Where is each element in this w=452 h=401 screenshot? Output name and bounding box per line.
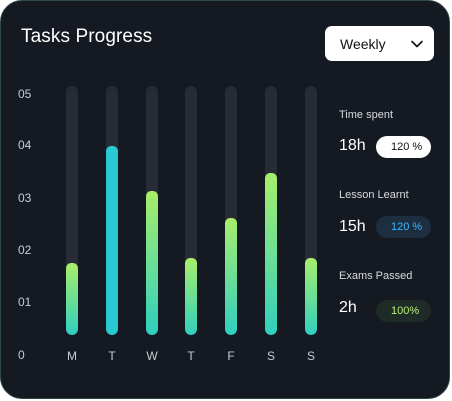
bar-track-wed (146, 86, 158, 335)
period-dropdown[interactable]: Weekly (325, 26, 434, 61)
y-tick-label: 02 (18, 243, 32, 257)
x-tick-label: M (67, 349, 77, 363)
bar-tue[interactable] (106, 146, 118, 335)
bar-sat[interactable] (265, 173, 277, 335)
stat-badge-lesson-learnt: 120 % (376, 216, 431, 238)
y-tick-label: 01 (18, 295, 32, 309)
bar-track-mon (66, 86, 78, 335)
bar-track-tue (106, 86, 118, 335)
stat-label-time-spent: Time spent (339, 109, 394, 121)
bar-wed[interactable] (146, 191, 158, 335)
bar-track-thu (185, 86, 197, 335)
x-tick-label: W (146, 349, 158, 363)
stat-value-time-spent: 18h (339, 137, 366, 154)
x-tick-label: T (187, 349, 195, 363)
stat-label-lesson-learnt: Lesson Learnt (339, 189, 409, 201)
x-tick-label: F (227, 349, 235, 363)
y-tick-label: 04 (18, 138, 32, 152)
card-title: Tasks Progress (21, 26, 153, 47)
bar-sun[interactable] (305, 258, 317, 335)
bar-fri[interactable] (225, 218, 237, 335)
period-dropdown-value: Weekly (340, 35, 386, 52)
y-tick-label: 05 (18, 87, 32, 101)
y-tick-label: 0 (18, 348, 25, 362)
chevron-down-icon (411, 40, 423, 47)
bar-mon[interactable] (66, 263, 78, 335)
stat-badge-exams-passed: 100% (376, 300, 431, 322)
x-tick-label: S (306, 349, 315, 363)
bar-thu[interactable] (185, 258, 197, 335)
bar-track-sat (265, 86, 277, 335)
stat-badge-time-spent: 120 % (376, 136, 431, 158)
x-tick-label: T (108, 349, 116, 363)
stat-label-exams-passed: Exams Passed (339, 270, 413, 282)
bar-track-sun (305, 86, 317, 335)
y-tick-label: 03 (18, 191, 32, 205)
x-tick-label: S (266, 349, 275, 363)
stat-value-lesson-learnt: 15h (339, 218, 366, 235)
bar-track-fri (225, 86, 237, 335)
stat-value-exams-passed: 2h (339, 299, 357, 316)
